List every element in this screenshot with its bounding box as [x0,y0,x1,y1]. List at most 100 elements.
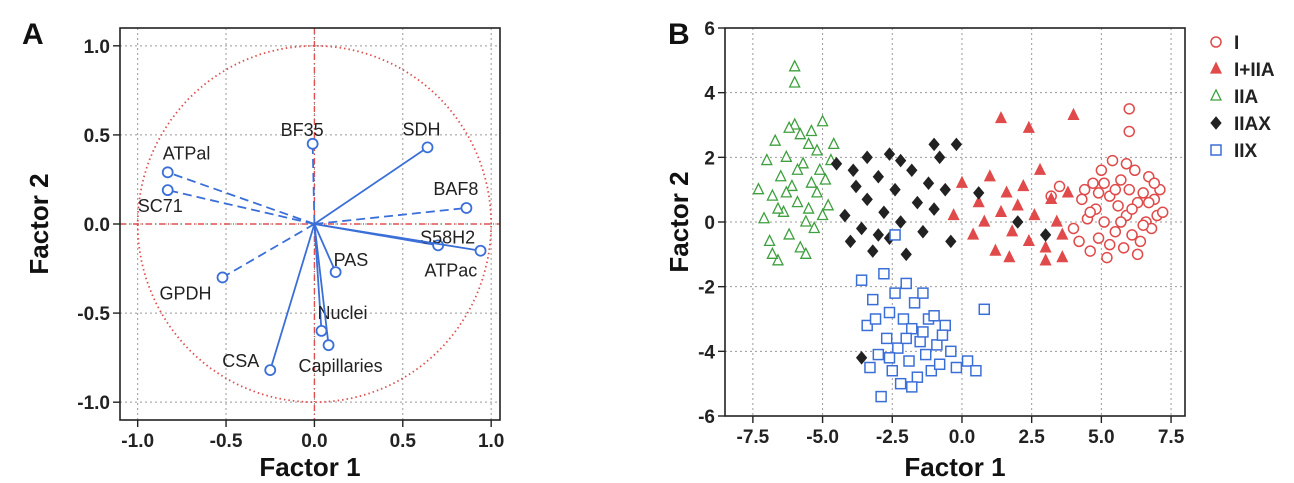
panel-b-score-plot: B -7.5 -5.0 -2.5 0.0 2.5 5.0 7.5 -6 -4 -2 0 2 4 6 I I+… [664,18,1275,482]
point-iix [945,345,957,358]
point-iiax [928,202,940,216]
loading-label: SC71 [138,196,183,216]
panel-a-x-tick-label: -1.0 [121,431,154,452]
point-i-iia [1017,178,1030,192]
loading-vector [313,223,337,273]
panel-b-x-tick-label: 5.0 [1088,427,1114,448]
point-iia [788,117,801,130]
point-i [1095,164,1108,177]
loading-label: Nuclei [317,303,367,323]
point-iix [911,371,924,383]
point-iia [819,172,832,185]
point-iia [766,188,779,201]
point-i [1101,251,1113,264]
panel-b-y-tick-label: -2 [698,278,715,299]
legend-marker-i [1210,36,1222,48]
panel-b-x-tick-label: 7.5 [1158,427,1185,448]
point-i [1084,206,1096,219]
point-iix [931,339,943,351]
point-iix [978,303,991,316]
loading-label: S58H2 [420,227,475,247]
loading-label: ATPac [425,261,478,281]
point-i [1076,193,1088,206]
point-iiax [850,179,862,194]
panel-a-y-tick-label: 0.5 [84,126,111,147]
point-iia [802,136,815,150]
point-iiax [844,234,857,249]
point-iia [771,253,785,266]
panel-a-vectors: BF35 SDH ATPal SC71 BAF8 S58H2 ATPac PAS GPDH Nuc… [138,119,487,376]
loading-point [216,271,229,284]
point-i [1078,183,1091,196]
point-i [1126,229,1138,241]
panel-b-x-tick-label: -2.5 [876,427,909,448]
point-i [1137,187,1149,199]
legend-marker-iix [1210,144,1222,156]
point-i-iia [983,169,996,182]
loading-point [315,325,328,337]
loading-label: ATPal [163,143,211,163]
point-iix [872,348,885,361]
point-iix [883,352,896,364]
panel-a-x-tick-label: 0.0 [301,431,327,452]
point-iia [774,169,787,182]
point-i-iia [1000,185,1013,198]
point-iix [970,364,982,377]
point-iix [914,335,926,348]
legend-marker-i-iia [1209,61,1223,74]
point-i-iia [989,243,1002,256]
point-i [1123,125,1135,138]
point-iiax [922,176,935,190]
loading-vector [313,223,330,346]
loading-point [474,244,487,257]
point-iia [794,240,807,253]
loading-vector [167,171,315,225]
point-iiax [945,234,957,249]
point-i-iia [1061,185,1074,198]
point-iia [791,162,804,175]
point-i [1103,238,1116,251]
point-iia [802,201,815,214]
point-iix [855,274,868,286]
point-i [1053,180,1066,193]
point-iia [810,143,824,156]
point-i [1126,203,1138,215]
point-iiax [867,244,879,258]
point-iia [810,185,824,198]
point-iix [861,319,873,332]
legend-marker-iia [1209,88,1223,101]
panel-b-y-tick-label: 0 [704,213,715,234]
point-iiax [894,153,907,168]
point-i [1092,187,1105,199]
point-iia [760,153,773,166]
point-iix [867,293,879,306]
loading-vector [222,223,315,279]
point-iia [816,114,829,127]
loading-label: BAF8 [433,179,478,199]
point-iix [886,364,899,377]
point-iia [788,59,801,72]
point-iia [766,246,779,259]
panel-b-y-tick-label: -4 [698,342,715,363]
point-i-iia [1056,250,1069,263]
panel-b-y-tick-label: 6 [704,19,715,40]
point-i [1156,206,1169,219]
point-i [1092,232,1105,244]
point-iix [883,306,896,319]
loading-point [161,184,174,197]
point-iia [771,201,785,214]
point-iia [827,136,840,150]
point-iix [950,361,963,374]
panel-b-x-axis-label: Factor 1 [904,452,1005,482]
panel-b-x-tick-label: 2.5 [1018,427,1045,448]
legend-label-i-iia: I+IIA [1234,60,1275,81]
panel-b-x-tick-label: -7.5 [737,427,770,448]
point-iix [878,267,890,280]
point-iiax [894,215,907,229]
point-i [1112,200,1124,212]
panel-a-y-axis-label: Factor 2 [24,173,54,274]
panel-a-x-tick-label: -0.5 [210,431,243,452]
loading-label: SDH [403,119,441,139]
point-iix [961,355,974,367]
point-i-iia [1022,233,1035,247]
